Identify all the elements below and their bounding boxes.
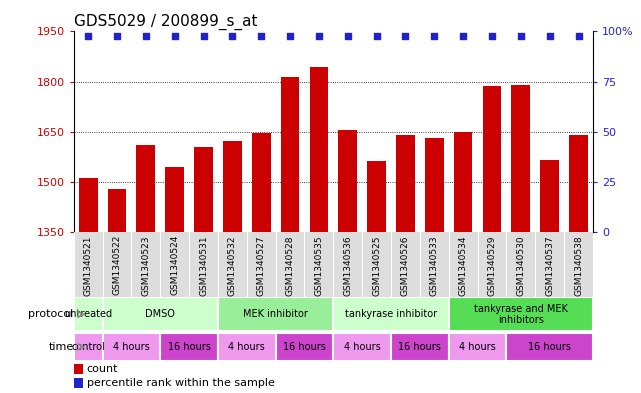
Text: GSM1340537: GSM1340537 — [545, 235, 554, 296]
Text: GSM1340530: GSM1340530 — [516, 235, 526, 296]
Text: GSM1340533: GSM1340533 — [429, 235, 439, 296]
Bar — [506, 332, 593, 361]
Bar — [276, 332, 333, 361]
Bar — [74, 298, 103, 331]
Bar — [449, 298, 593, 331]
Bar — [483, 86, 501, 232]
Text: percentile rank within the sample: percentile rank within the sample — [87, 378, 274, 388]
Text: time: time — [49, 342, 74, 352]
Point — [285, 33, 295, 40]
Bar — [74, 364, 83, 374]
Bar — [396, 135, 415, 232]
Bar — [223, 141, 242, 232]
Point — [314, 33, 324, 40]
Point — [228, 33, 238, 40]
Bar — [310, 67, 328, 232]
Point — [140, 33, 151, 40]
Bar — [540, 160, 559, 232]
Text: untreated: untreated — [64, 309, 112, 320]
Bar — [79, 178, 97, 232]
Bar — [218, 332, 276, 361]
Point — [169, 33, 179, 40]
Text: GDS5029 / 200899_s_at: GDS5029 / 200899_s_at — [74, 14, 257, 30]
Text: GSM1340525: GSM1340525 — [372, 235, 381, 296]
Text: GSM1340531: GSM1340531 — [199, 235, 208, 296]
Text: 4 hours: 4 hours — [344, 342, 381, 352]
Point — [83, 33, 94, 40]
Bar — [338, 130, 357, 232]
Point — [458, 33, 468, 40]
Point — [545, 33, 555, 40]
Text: GSM1340526: GSM1340526 — [401, 235, 410, 296]
Bar — [194, 147, 213, 232]
Point — [574, 33, 584, 40]
Text: 16 hours: 16 hours — [399, 342, 441, 352]
Bar — [160, 332, 218, 361]
Text: GSM1340521: GSM1340521 — [83, 235, 93, 296]
Point — [400, 33, 410, 40]
Point — [487, 33, 497, 40]
Text: GSM1340522: GSM1340522 — [112, 235, 122, 296]
Point — [372, 33, 382, 40]
Text: count: count — [87, 364, 118, 374]
Bar — [108, 189, 126, 232]
Text: DMSO: DMSO — [146, 309, 175, 320]
Text: 16 hours: 16 hours — [528, 342, 571, 352]
Text: GSM1340532: GSM1340532 — [228, 235, 237, 296]
Bar — [103, 298, 218, 331]
Point — [112, 33, 122, 40]
Text: GSM1340528: GSM1340528 — [285, 235, 295, 296]
Bar — [569, 135, 588, 232]
Bar — [165, 167, 184, 232]
Text: 4 hours: 4 hours — [113, 342, 150, 352]
Text: GSM1340523: GSM1340523 — [141, 235, 151, 296]
Text: 4 hours: 4 hours — [459, 342, 496, 352]
Text: protocol: protocol — [28, 309, 74, 320]
Text: GSM1340534: GSM1340534 — [458, 235, 468, 296]
Text: GSM1340529: GSM1340529 — [487, 235, 497, 296]
Bar — [333, 332, 391, 361]
Text: tankyrase inhibitor: tankyrase inhibitor — [345, 309, 437, 320]
Bar — [137, 145, 155, 232]
Text: 4 hours: 4 hours — [228, 342, 265, 352]
Bar — [391, 332, 449, 361]
Bar — [454, 132, 472, 232]
Bar — [74, 332, 103, 361]
Bar — [425, 138, 444, 232]
Point — [199, 33, 209, 40]
Point — [342, 33, 353, 40]
Point — [429, 33, 440, 40]
Bar — [218, 298, 333, 331]
Bar — [281, 77, 299, 232]
Bar — [103, 332, 160, 361]
Bar — [367, 161, 386, 232]
Bar — [449, 332, 506, 361]
Text: control: control — [71, 342, 105, 352]
Point — [256, 33, 267, 40]
Text: 16 hours: 16 hours — [283, 342, 326, 352]
Bar — [333, 298, 449, 331]
Text: GSM1340524: GSM1340524 — [170, 235, 179, 296]
Point — [515, 33, 526, 40]
Bar — [74, 378, 83, 387]
Text: tankyrase and MEK
inhibitors: tankyrase and MEK inhibitors — [474, 304, 568, 325]
Text: GSM1340535: GSM1340535 — [314, 235, 324, 296]
Text: MEK inhibitor: MEK inhibitor — [243, 309, 308, 320]
Text: GSM1340538: GSM1340538 — [574, 235, 583, 296]
Bar — [252, 133, 271, 232]
Text: GSM1340527: GSM1340527 — [256, 235, 266, 296]
Bar — [512, 85, 530, 232]
Text: GSM1340536: GSM1340536 — [343, 235, 353, 296]
Text: 16 hours: 16 hours — [168, 342, 210, 352]
